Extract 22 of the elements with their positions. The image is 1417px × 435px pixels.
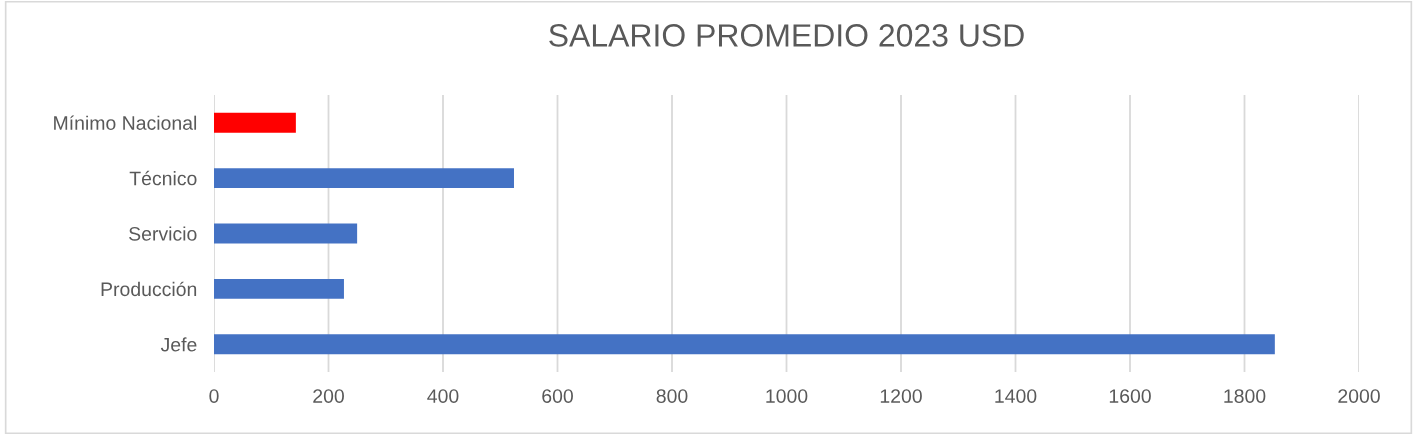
bar <box>214 168 514 189</box>
y-tick-label: Técnico <box>129 170 197 186</box>
y-tick-label: Jefe <box>160 337 197 352</box>
chart-title: SALARIO PROMEDIO 2023 USD <box>549 24 1024 47</box>
x-tick-label: 2000 <box>1338 389 1380 403</box>
x-tick-label: 1800 <box>1224 389 1266 403</box>
x-tick-label: 1000 <box>766 389 808 403</box>
y-tick-label: Producción <box>101 281 197 297</box>
x-tick-label: 400 <box>427 389 459 403</box>
bar <box>214 112 296 133</box>
y-tick-label: Mínimo Nacional <box>54 115 197 130</box>
x-tick-label: 200 <box>313 389 344 403</box>
x-tick-label: 0 <box>209 389 219 403</box>
x-tick-label: 1600 <box>1109 389 1151 403</box>
x-tick-label: 1200 <box>880 389 922 403</box>
x-tick-label: 1400 <box>995 389 1037 403</box>
x-tick-label: 800 <box>656 389 688 403</box>
bar <box>214 223 358 244</box>
x-tick-label: 600 <box>542 389 573 403</box>
bar <box>214 278 344 299</box>
bar <box>214 334 1275 355</box>
y-tick-label: Servicio <box>129 226 197 241</box>
